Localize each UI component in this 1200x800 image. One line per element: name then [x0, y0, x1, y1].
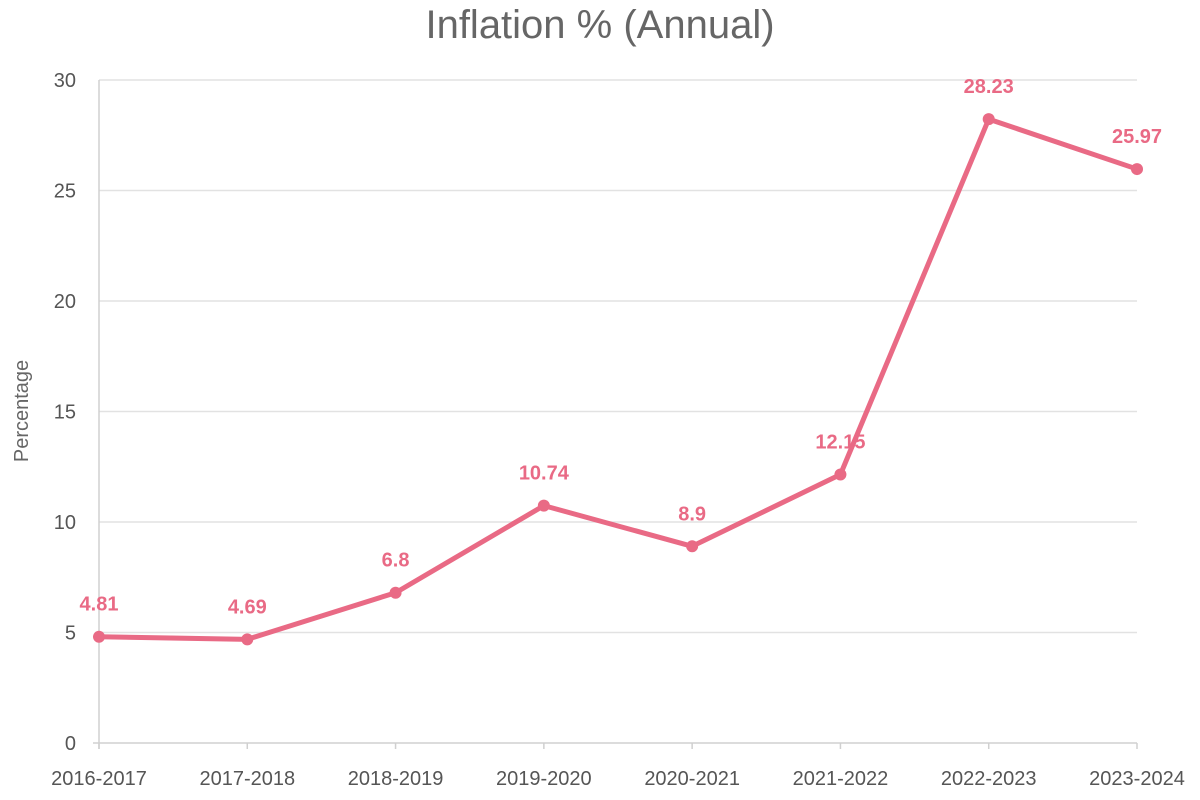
data-label: 6.8 [382, 550, 410, 572]
y-tick-label: 25 [54, 181, 76, 203]
data-label: 4.81 [80, 594, 119, 616]
y-tick-label: 15 [54, 402, 76, 424]
series-line-layer [96, 116, 1140, 642]
data-label: 28.23 [964, 76, 1014, 98]
data-label: 8.9 [678, 503, 706, 525]
x-tick-label: 2019-2020 [496, 768, 592, 790]
x-tick-label: 2017-2018 [199, 768, 295, 790]
y-tick-label: 0 [65, 733, 76, 755]
gridlines [99, 79, 1137, 634]
y-tick-label: 20 [54, 291, 76, 313]
y-tick-label: 10 [54, 512, 76, 534]
data-point [686, 540, 699, 553]
data-point [537, 499, 550, 512]
data-point [389, 586, 402, 599]
data-label: 4.69 [228, 596, 267, 618]
data-point [1131, 163, 1143, 176]
x-tick-label: 2020-2021 [644, 768, 740, 790]
data-point [834, 468, 847, 481]
data-label: 25.97 [1112, 126, 1162, 148]
x-tick-label: 2023-2024 [1089, 768, 1185, 790]
y-axis-label: Percentage [11, 360, 33, 462]
data-points [93, 113, 1143, 646]
chart-title: Inflation % (Annual) [425, 3, 774, 47]
data-label: 12.15 [815, 431, 865, 453]
x-tick-label: 2016-2017 [51, 768, 147, 790]
y-tick-label: 30 [54, 70, 76, 92]
x-tick-label: 2022-2023 [941, 768, 1037, 790]
data-labels: 4.81 4.69 6.8 10.74 8.9 12.15 28.23 25.97 [80, 76, 1163, 618]
y-tick-label: 5 [65, 623, 76, 645]
x-tick-label: 2018-2019 [348, 768, 444, 790]
x-tick-labels: 2016-2017 2017-2018 2018-2019 2019-2020 2020… [51, 768, 1185, 790]
data-point [241, 633, 254, 646]
x-tick-label: 2021-2022 [793, 768, 889, 790]
axes [93, 80, 1138, 749]
data-label: 10.74 [519, 463, 570, 485]
data-point [982, 113, 995, 126]
series-line [96, 116, 1140, 642]
data-point [93, 630, 105, 643]
y-tick-labels: 0 5 10 15 20 25 30 [54, 70, 76, 755]
